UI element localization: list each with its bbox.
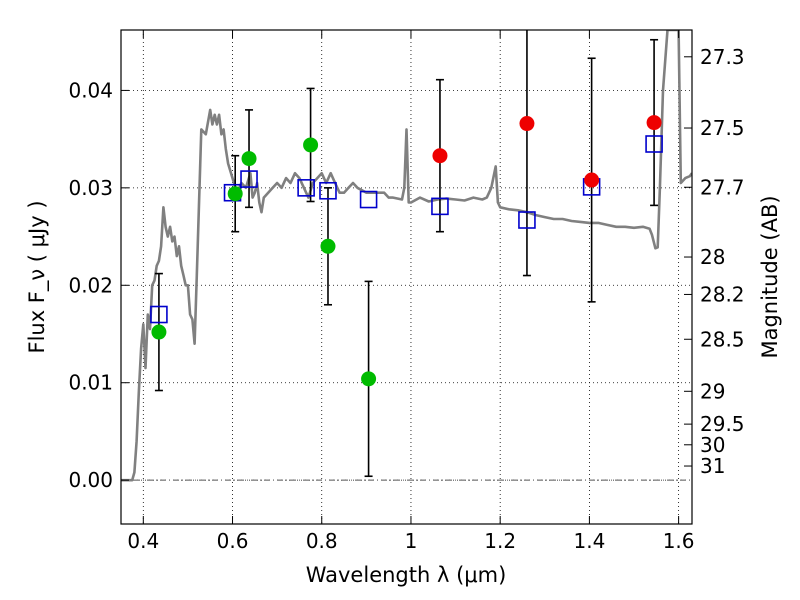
right-tick-label: 28 [700, 245, 725, 269]
x-tick-label: 0.8 [306, 529, 338, 553]
right-tick-label: 27.3 [700, 45, 745, 69]
x-tick-label: 1.2 [484, 529, 516, 553]
model-photometry-square [518, 211, 536, 229]
y-axis-ticks: 0.00 0.01 0.02 0.03 0.04 [68, 78, 129, 492]
y-axis-label: Flux F_ν ( μJy ) [25, 200, 50, 353]
right-axis-label: Magnitude (AB) [758, 195, 782, 358]
right-tick-label: 28.5 [700, 327, 745, 351]
y-tick-label: 0.04 [68, 78, 113, 102]
model-photometry-square [319, 181, 337, 200]
model-photometry-square [150, 305, 168, 324]
x-tick-label: 1.4 [573, 529, 605, 553]
x-axis-ticks: 0.4 0.6 0.8 1 1.2 1.4 1.6 [127, 30, 695, 553]
x-tick-label: 1 [405, 529, 418, 553]
green-data-point [241, 151, 257, 167]
red-data-point [432, 148, 448, 164]
y-tick-label: 0.02 [68, 273, 113, 297]
green-data-point [361, 371, 377, 387]
x-tick-label: 0.6 [217, 529, 249, 553]
green-data-point [320, 238, 336, 254]
observed-points [151, 115, 662, 387]
red-data-point [519, 116, 535, 132]
green-data-point [303, 137, 319, 153]
y-tick-label: 0.01 [68, 371, 113, 395]
green-data-point [151, 324, 167, 340]
x-tick-label: 0.4 [127, 529, 159, 553]
model-photometry-square [645, 135, 663, 153]
model-photometry-square [297, 179, 315, 197]
model-photometry-points [150, 135, 663, 324]
right-tick-label: 27.5 [700, 116, 745, 140]
right-tick-label: 27.7 [700, 175, 745, 199]
right-tick-label: 30 [700, 433, 725, 457]
right-tick-label: 29 [700, 379, 725, 403]
red-data-point [646, 115, 662, 131]
model-photometry-square [359, 190, 378, 209]
green-data-point [227, 186, 243, 202]
right-tick-label: 29.5 [700, 412, 745, 436]
x-tick-label: 1.6 [663, 529, 695, 553]
model-sed-line [121, 30, 692, 482]
y-tick-label: 0.00 [68, 468, 113, 492]
right-tick-label: 28.2 [700, 282, 745, 306]
x-axis-label: Wavelength λ (μm) [306, 563, 507, 587]
right-tick-label: 31 [700, 454, 725, 478]
plot-frame [120, 29, 693, 525]
red-data-point [584, 172, 600, 188]
model-photometry-square [431, 197, 449, 216]
model-photometry-square [240, 170, 258, 188]
y-tick-label: 0.03 [68, 176, 113, 200]
model-sed [121, 30, 692, 482]
